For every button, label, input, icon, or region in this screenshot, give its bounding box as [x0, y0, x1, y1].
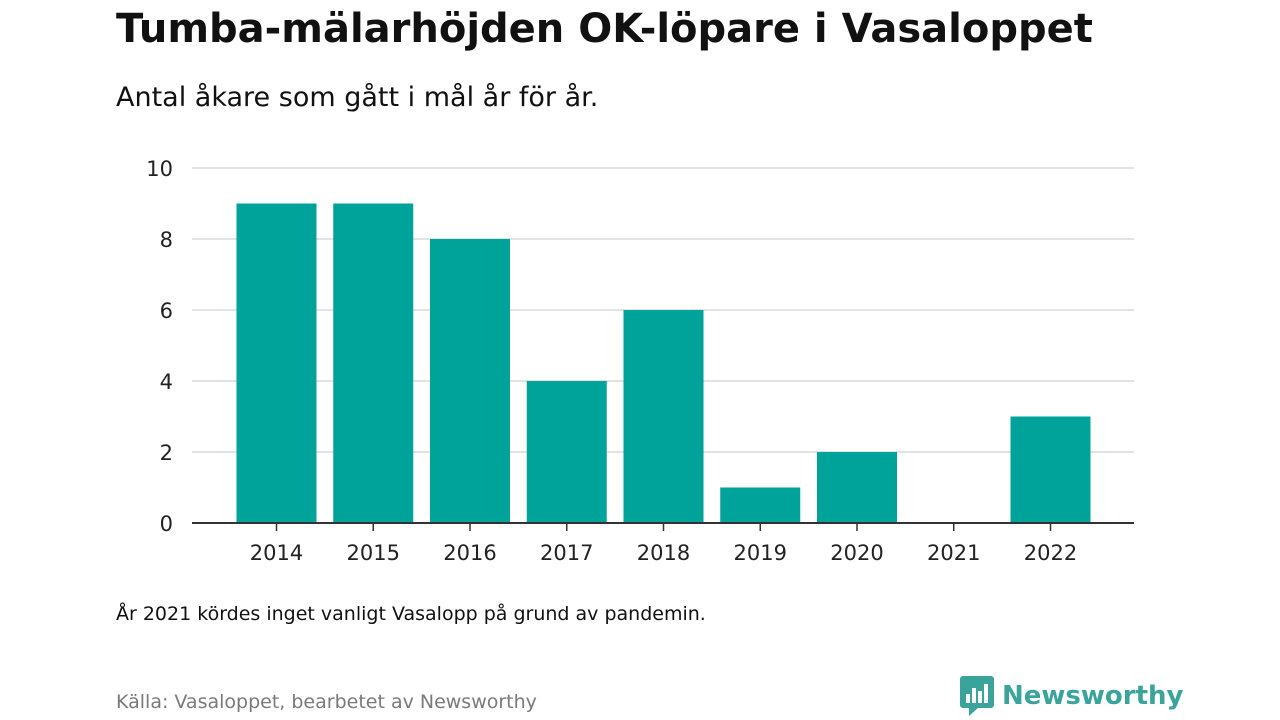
bars [236, 203, 1091, 523]
x-tick-label: 2021 [927, 541, 980, 565]
x-axis-ticks: 2014 2015 2016 2017 2018 2019 2020 2021 2022 [250, 523, 1077, 565]
y-tick-label: 10 [146, 157, 173, 181]
bar-2014 [236, 203, 317, 523]
x-tick-label: 2016 [443, 541, 496, 565]
brand: Newsworthy [960, 676, 1183, 716]
x-tick-label: 2020 [830, 541, 883, 565]
x-tick-label: 2019 [734, 541, 787, 565]
y-tick-label: 2 [160, 441, 173, 465]
x-tick-label: 2018 [637, 541, 690, 565]
source-text: Källa: Vasaloppet, bearbetet av Newswort… [116, 691, 537, 713]
chart-note: År 2021 kördes inget vanligt Vasalopp på… [116, 603, 706, 625]
chart-title: Tumba-mälarhöjden OK-löpare i Vasaloppet [116, 6, 1093, 52]
bar-2019 [720, 487, 801, 523]
bar-2018 [623, 310, 704, 523]
x-tick-label: 2014 [250, 541, 303, 565]
bar-2016 [430, 239, 510, 523]
bar-2020 [817, 452, 897, 523]
brand-name: Newsworthy [1002, 681, 1184, 711]
bar-2017 [526, 381, 607, 523]
x-tick-label: 2017 [540, 541, 593, 565]
y-tick-label: 8 [160, 228, 173, 252]
newsworthy-logo-icon [960, 676, 994, 716]
y-axis-ticks: 0 2 4 6 8 10 [146, 157, 173, 536]
x-tick-label: 2022 [1024, 541, 1077, 565]
chart-subtitle: Antal åkare som gått i mål år för år. [116, 82, 599, 113]
y-tick-label: 4 [160, 370, 173, 394]
bar-2022 [1010, 416, 1091, 523]
y-tick-label: 6 [160, 299, 173, 323]
y-tick-label: 0 [160, 512, 173, 536]
x-tick-label: 2015 [347, 541, 400, 565]
bar-2015 [333, 203, 414, 523]
